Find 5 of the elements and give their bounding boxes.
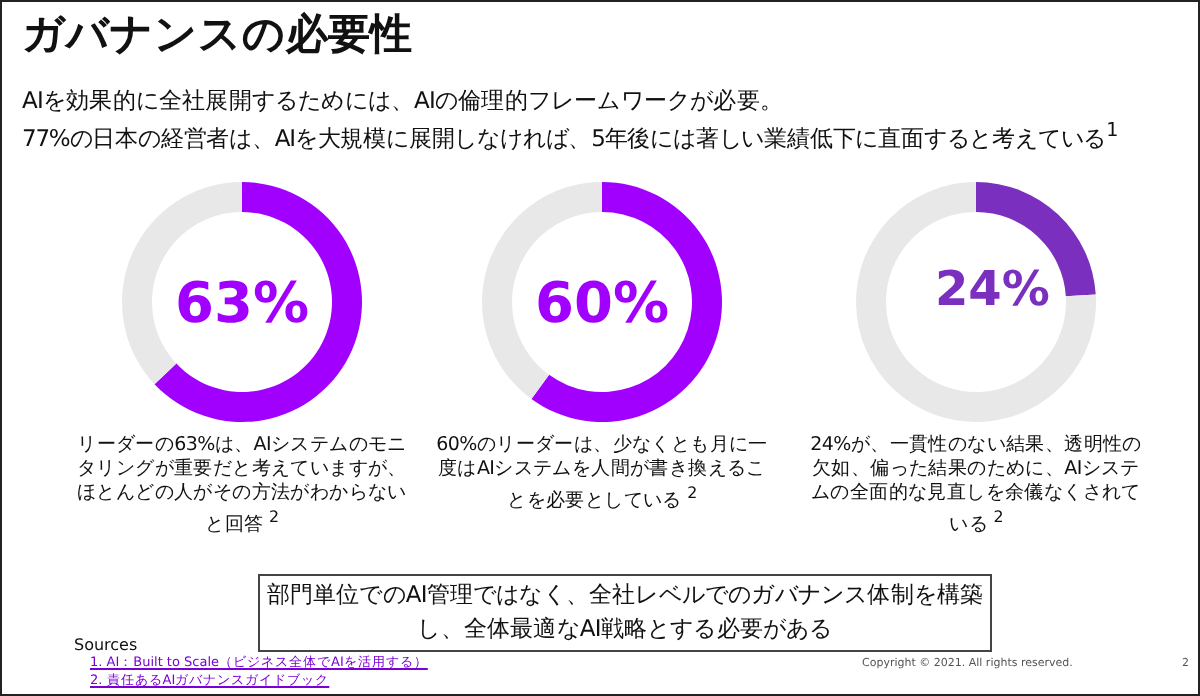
subtitle: AIを効果的に全社展開するためには、AIの倫理的フレームワークが必要。: [22, 86, 784, 116]
data-label: 24%: [934, 260, 1050, 317]
title: ガバナンスの必要性: [22, 8, 412, 62]
data-label: 63%: [174, 270, 310, 336]
data-label: 60%: [534, 270, 670, 336]
